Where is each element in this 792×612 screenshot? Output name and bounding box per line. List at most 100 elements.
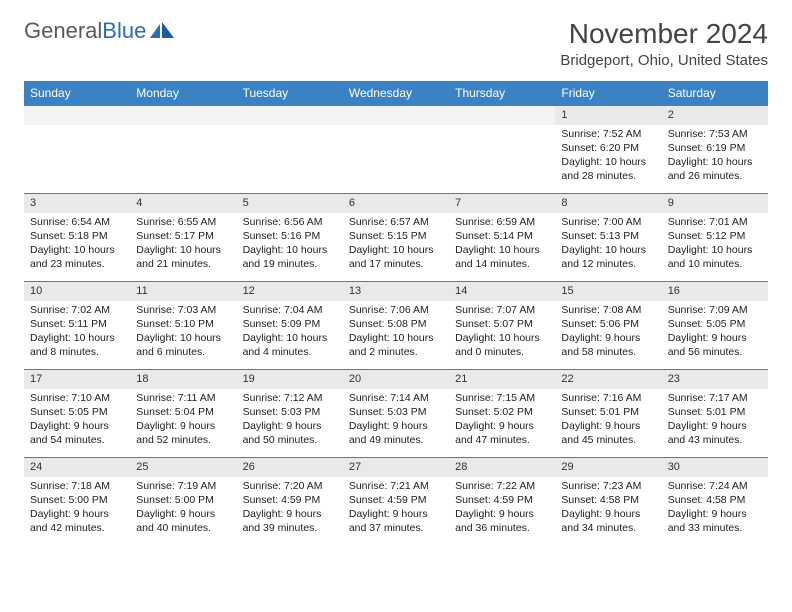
day-details: Sunrise: 7:16 AMSunset: 5:01 PMDaylight:… bbox=[555, 389, 661, 452]
brand-name-a: General bbox=[24, 18, 102, 43]
day-number: 7 bbox=[449, 194, 555, 213]
day-details: Sunrise: 7:21 AMSunset: 4:59 PMDaylight:… bbox=[343, 477, 449, 540]
day-cell bbox=[449, 106, 555, 194]
day-details: Sunrise: 7:03 AMSunset: 5:10 PMDaylight:… bbox=[130, 301, 236, 364]
day-number: 28 bbox=[449, 458, 555, 477]
day-details: Sunrise: 7:07 AMSunset: 5:07 PMDaylight:… bbox=[449, 301, 555, 364]
day-number: 23 bbox=[662, 370, 768, 389]
day-cell: 10Sunrise: 7:02 AMSunset: 5:11 PMDayligh… bbox=[24, 282, 130, 370]
day-cell: 25Sunrise: 7:19 AMSunset: 5:00 PMDayligh… bbox=[130, 458, 236, 546]
week-row: 17Sunrise: 7:10 AMSunset: 5:05 PMDayligh… bbox=[24, 370, 768, 458]
day-details: Sunrise: 7:23 AMSunset: 4:58 PMDaylight:… bbox=[555, 477, 661, 540]
day-number: 4 bbox=[130, 194, 236, 213]
day-details: Sunrise: 7:06 AMSunset: 5:08 PMDaylight:… bbox=[343, 301, 449, 364]
day-cell bbox=[237, 106, 343, 194]
day-number: 2 bbox=[662, 106, 768, 125]
day-cell: 9Sunrise: 7:01 AMSunset: 5:12 PMDaylight… bbox=[662, 194, 768, 282]
day-cell: 23Sunrise: 7:17 AMSunset: 5:01 PMDayligh… bbox=[662, 370, 768, 458]
week-row: 3Sunrise: 6:54 AMSunset: 5:18 PMDaylight… bbox=[24, 194, 768, 282]
day-number: 16 bbox=[662, 282, 768, 301]
day-header: Saturday bbox=[662, 81, 768, 106]
day-number: 13 bbox=[343, 282, 449, 301]
day-details: Sunrise: 7:18 AMSunset: 5:00 PMDaylight:… bbox=[24, 477, 130, 540]
day-header: Sunday bbox=[24, 81, 130, 106]
day-number: 26 bbox=[237, 458, 343, 477]
day-cell: 12Sunrise: 7:04 AMSunset: 5:09 PMDayligh… bbox=[237, 282, 343, 370]
day-details: Sunrise: 7:10 AMSunset: 5:05 PMDaylight:… bbox=[24, 389, 130, 452]
week-row: 1Sunrise: 7:52 AMSunset: 6:20 PMDaylight… bbox=[24, 106, 768, 194]
day-number: 5 bbox=[237, 194, 343, 213]
day-cell: 26Sunrise: 7:20 AMSunset: 4:59 PMDayligh… bbox=[237, 458, 343, 546]
day-number-empty bbox=[343, 106, 449, 125]
day-details: Sunrise: 7:14 AMSunset: 5:03 PMDaylight:… bbox=[343, 389, 449, 452]
day-details: Sunrise: 7:09 AMSunset: 5:05 PMDaylight:… bbox=[662, 301, 768, 364]
location: Bridgeport, Ohio, United States bbox=[560, 52, 768, 69]
day-details: Sunrise: 7:20 AMSunset: 4:59 PMDaylight:… bbox=[237, 477, 343, 540]
day-number-empty bbox=[24, 106, 130, 125]
day-details: Sunrise: 7:12 AMSunset: 5:03 PMDaylight:… bbox=[237, 389, 343, 452]
day-number-empty bbox=[130, 106, 236, 125]
day-details: Sunrise: 7:19 AMSunset: 5:00 PMDaylight:… bbox=[130, 477, 236, 540]
day-number-empty bbox=[237, 106, 343, 125]
day-cell: 1Sunrise: 7:52 AMSunset: 6:20 PMDaylight… bbox=[555, 106, 661, 194]
day-details: Sunrise: 7:11 AMSunset: 5:04 PMDaylight:… bbox=[130, 389, 236, 452]
day-number: 17 bbox=[24, 370, 130, 389]
day-cell: 16Sunrise: 7:09 AMSunset: 5:05 PMDayligh… bbox=[662, 282, 768, 370]
day-details: Sunrise: 7:24 AMSunset: 4:58 PMDaylight:… bbox=[662, 477, 768, 540]
day-cell: 18Sunrise: 7:11 AMSunset: 5:04 PMDayligh… bbox=[130, 370, 236, 458]
day-cell: 22Sunrise: 7:16 AMSunset: 5:01 PMDayligh… bbox=[555, 370, 661, 458]
week-row: 10Sunrise: 7:02 AMSunset: 5:11 PMDayligh… bbox=[24, 282, 768, 370]
day-header: Tuesday bbox=[237, 81, 343, 106]
day-number: 10 bbox=[24, 282, 130, 301]
day-cell: 11Sunrise: 7:03 AMSunset: 5:10 PMDayligh… bbox=[130, 282, 236, 370]
day-details: Sunrise: 7:08 AMSunset: 5:06 PMDaylight:… bbox=[555, 301, 661, 364]
calendar-table: SundayMondayTuesdayWednesdayThursdayFrid… bbox=[24, 81, 768, 546]
day-cell: 21Sunrise: 7:15 AMSunset: 5:02 PMDayligh… bbox=[449, 370, 555, 458]
day-details: Sunrise: 7:53 AMSunset: 6:19 PMDaylight:… bbox=[662, 125, 768, 188]
day-header: Thursday bbox=[449, 81, 555, 106]
day-number: 15 bbox=[555, 282, 661, 301]
day-cell bbox=[343, 106, 449, 194]
day-number: 22 bbox=[555, 370, 661, 389]
title-block: November 2024 Bridgeport, Ohio, United S… bbox=[560, 18, 768, 69]
day-details: Sunrise: 7:22 AMSunset: 4:59 PMDaylight:… bbox=[449, 477, 555, 540]
day-cell: 14Sunrise: 7:07 AMSunset: 5:07 PMDayligh… bbox=[449, 282, 555, 370]
day-cell bbox=[130, 106, 236, 194]
brand-logo: GeneralBlue bbox=[24, 18, 176, 44]
day-cell: 7Sunrise: 6:59 AMSunset: 5:14 PMDaylight… bbox=[449, 194, 555, 282]
day-cell: 4Sunrise: 6:55 AMSunset: 5:17 PMDaylight… bbox=[130, 194, 236, 282]
day-cell: 24Sunrise: 7:18 AMSunset: 5:00 PMDayligh… bbox=[24, 458, 130, 546]
day-cell: 5Sunrise: 6:56 AMSunset: 5:16 PMDaylight… bbox=[237, 194, 343, 282]
day-number: 21 bbox=[449, 370, 555, 389]
day-number: 6 bbox=[343, 194, 449, 213]
day-details: Sunrise: 6:59 AMSunset: 5:14 PMDaylight:… bbox=[449, 213, 555, 276]
day-cell: 2Sunrise: 7:53 AMSunset: 6:19 PMDaylight… bbox=[662, 106, 768, 194]
week-row: 24Sunrise: 7:18 AMSunset: 5:00 PMDayligh… bbox=[24, 458, 768, 546]
day-details: Sunrise: 6:54 AMSunset: 5:18 PMDaylight:… bbox=[24, 213, 130, 276]
day-cell: 19Sunrise: 7:12 AMSunset: 5:03 PMDayligh… bbox=[237, 370, 343, 458]
day-number: 14 bbox=[449, 282, 555, 301]
day-header: Wednesday bbox=[343, 81, 449, 106]
day-cell: 6Sunrise: 6:57 AMSunset: 5:15 PMDaylight… bbox=[343, 194, 449, 282]
day-details: Sunrise: 7:02 AMSunset: 5:11 PMDaylight:… bbox=[24, 301, 130, 364]
calendar-head: SundayMondayTuesdayWednesdayThursdayFrid… bbox=[24, 81, 768, 106]
day-number: 12 bbox=[237, 282, 343, 301]
day-details: Sunrise: 7:00 AMSunset: 5:13 PMDaylight:… bbox=[555, 213, 661, 276]
day-number: 9 bbox=[662, 194, 768, 213]
day-details: Sunrise: 7:01 AMSunset: 5:12 PMDaylight:… bbox=[662, 213, 768, 276]
brand-name-b: Blue bbox=[102, 18, 146, 43]
day-cell: 15Sunrise: 7:08 AMSunset: 5:06 PMDayligh… bbox=[555, 282, 661, 370]
day-number: 1 bbox=[555, 106, 661, 125]
day-number: 19 bbox=[237, 370, 343, 389]
day-cell: 20Sunrise: 7:14 AMSunset: 5:03 PMDayligh… bbox=[343, 370, 449, 458]
day-number: 29 bbox=[555, 458, 661, 477]
day-cell: 17Sunrise: 7:10 AMSunset: 5:05 PMDayligh… bbox=[24, 370, 130, 458]
day-number-empty bbox=[449, 106, 555, 125]
day-cell bbox=[24, 106, 130, 194]
day-number: 30 bbox=[662, 458, 768, 477]
day-cell: 28Sunrise: 7:22 AMSunset: 4:59 PMDayligh… bbox=[449, 458, 555, 546]
header: GeneralBlue November 2024 Bridgeport, Oh… bbox=[24, 18, 768, 69]
month-title: November 2024 bbox=[560, 18, 768, 50]
day-details: Sunrise: 6:56 AMSunset: 5:16 PMDaylight:… bbox=[237, 213, 343, 276]
day-details: Sunrise: 6:55 AMSunset: 5:17 PMDaylight:… bbox=[130, 213, 236, 276]
